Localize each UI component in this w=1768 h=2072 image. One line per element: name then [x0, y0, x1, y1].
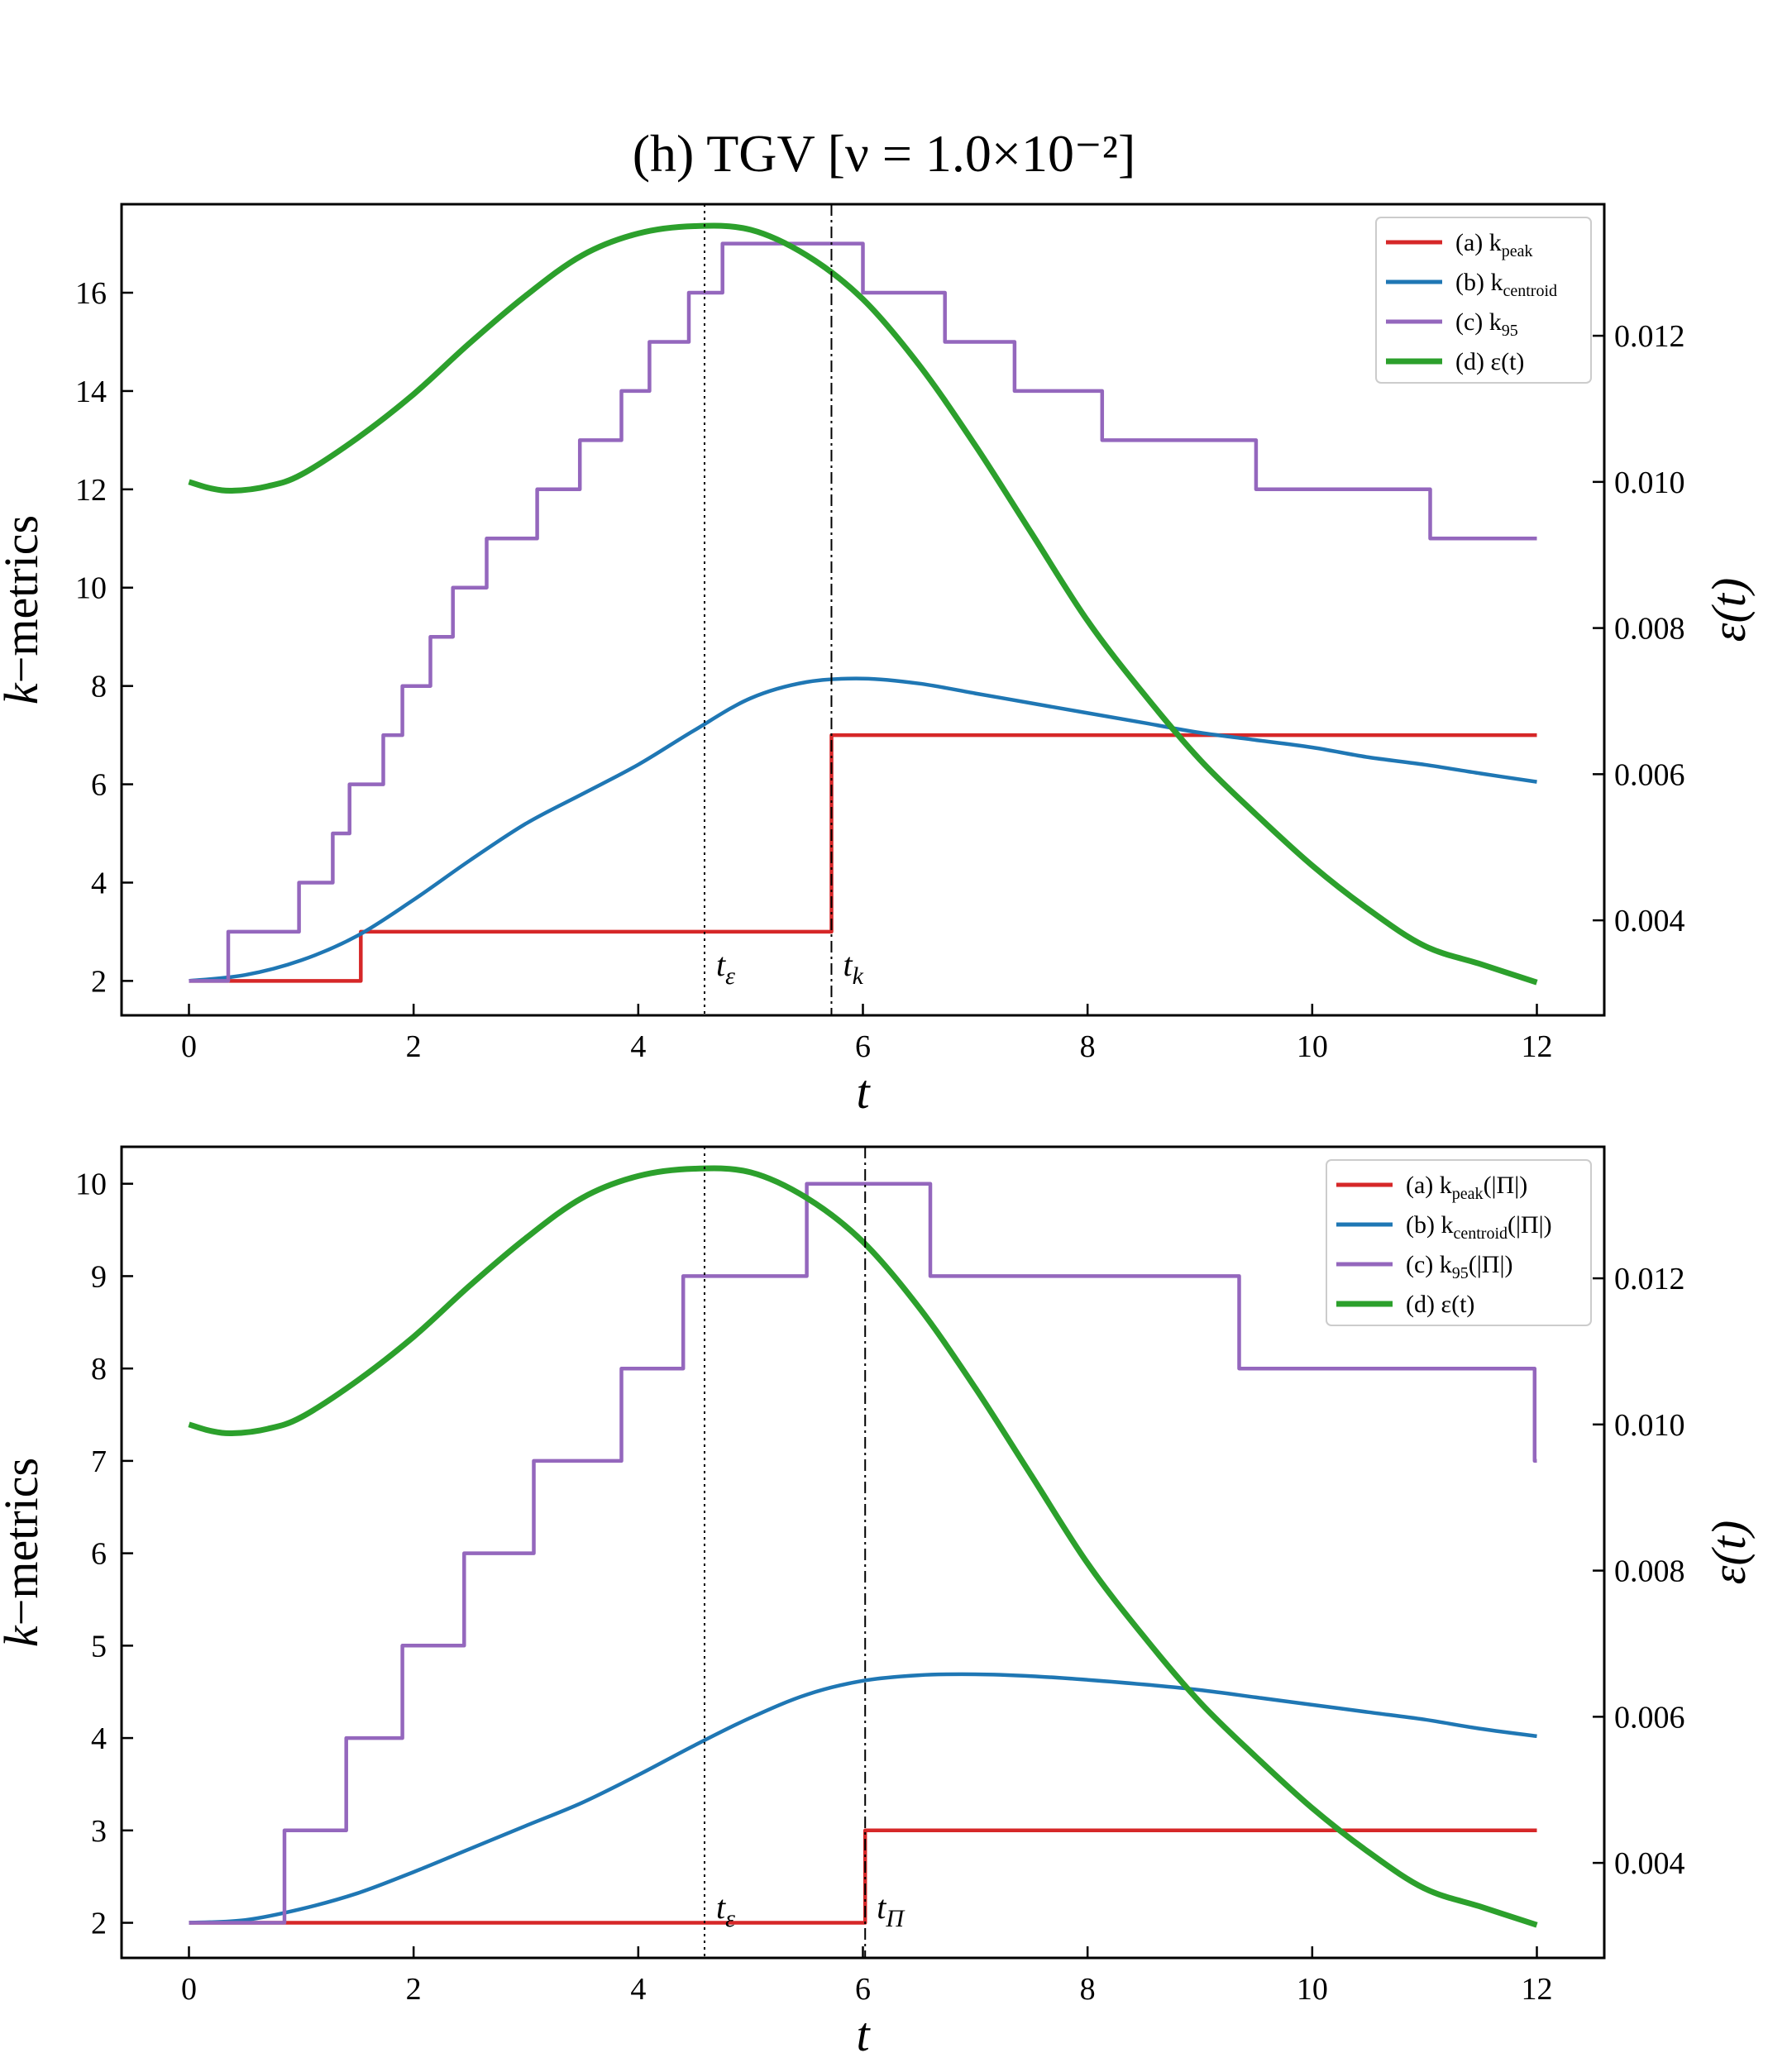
series-line-k95 — [189, 1182, 1537, 1925]
x-tick-label-1: 2 — [406, 1029, 422, 1064]
legend-label-centroid: (b) kcentroid(|Π|) — [1406, 1211, 1552, 1243]
x-tick-label-3: 6 — [855, 1972, 871, 2007]
x-tick-label-5: 10 — [1297, 1029, 1328, 1064]
y-tick-label-1: 3 — [91, 1814, 107, 1849]
y2-tick-label-0: 0.004 — [1614, 904, 1685, 938]
legend-label-peak: (a) kpeak — [1455, 229, 1533, 260]
marker-label-0: tε — [716, 1888, 735, 1932]
y2-tick-label-0: 0.004 — [1614, 1846, 1685, 1881]
x-tick-label-0: 0 — [181, 1029, 197, 1064]
y2-axis-label: ε(t) — [1702, 578, 1756, 642]
x-tick-label-6: 12 — [1522, 1972, 1553, 2007]
x-axis-label: t — [856, 1065, 871, 1119]
x-tick-label-4: 8 — [1080, 1029, 1096, 1064]
marker-label-0: tε — [716, 946, 735, 990]
y-tick-label-2: 6 — [91, 768, 107, 803]
series-group — [188, 1165, 1538, 1928]
y-tick-label-4: 10 — [75, 571, 107, 606]
x-tick-label-4: 8 — [1080, 1972, 1096, 2007]
y2-tick-label-1: 0.006 — [1614, 1700, 1685, 1735]
y2-tick-label-1: 0.006 — [1614, 757, 1685, 792]
y2-tick-label-3: 0.010 — [1614, 1408, 1685, 1443]
legend-label-eps: (d) ε(t) — [1406, 1291, 1474, 1318]
y-tick-label-5: 7 — [91, 1444, 107, 1479]
y2-tick-label-4: 0.012 — [1614, 319, 1685, 354]
y-tick-label-6: 8 — [91, 1352, 107, 1387]
x-tick-label-5: 10 — [1297, 1972, 1328, 2007]
y2-tick-label-4: 0.012 — [1614, 1262, 1685, 1296]
x-axis-label: t — [856, 2008, 871, 2061]
y2-tick-label-3: 0.010 — [1614, 465, 1685, 500]
y-tick-label-3: 5 — [91, 1629, 107, 1664]
legend: (a) kpeak (b) kcentroid (c) k95 (d) ε(t) — [1375, 217, 1592, 384]
x-tick-label-1: 2 — [406, 1972, 422, 2007]
panel-bottom: tε tΠ 0 2 4 6 8 10 12 2 3 4 5 6 7 8 9 10 0.004 0.006 0.008 0.… — [0, 1145, 1756, 2061]
y2-tick-label-2: 0.008 — [1614, 1554, 1685, 1589]
series-line-peak — [189, 1828, 1537, 1925]
series-line-eps — [188, 1165, 1538, 1928]
y-tick-label-8: 10 — [75, 1167, 107, 1202]
series-group — [188, 222, 1538, 986]
x-tick-label-2: 4 — [630, 1029, 646, 1064]
y-tick-label-0: 2 — [91, 964, 107, 999]
marker-label-1: tk — [843, 946, 863, 990]
legend-label-centroid: (b) kcentroid — [1455, 269, 1557, 300]
y-axis-label: k−metrics — [0, 1458, 48, 1647]
x-tick-label-2: 4 — [630, 1972, 646, 2007]
figure-title: (h) TGV [ν = 1.0×10⁻²] — [633, 124, 1136, 183]
series-line-peak — [189, 733, 1537, 983]
y-axis-label: k−metrics — [0, 515, 48, 704]
series-line-centroid — [189, 1672, 1537, 1925]
y-tick-label-0: 2 — [91, 1907, 107, 1941]
legend-label-peak: (a) kpeak(|Π|) — [1406, 1172, 1527, 1203]
series-line-eps — [188, 222, 1538, 986]
x-tick-label-3: 6 — [855, 1029, 871, 1064]
legend-label-k95: (c) k95 — [1455, 308, 1518, 340]
y2-tick-label-2: 0.008 — [1614, 612, 1685, 647]
series-line-centroid — [189, 676, 1537, 983]
x-tick-label-6: 12 — [1522, 1029, 1553, 1064]
x-tick-label-0: 0 — [181, 1972, 197, 2007]
series-line-k95 — [189, 241, 1537, 983]
y-tick-label-4: 6 — [91, 1537, 107, 1572]
y-tick-label-7: 9 — [91, 1259, 107, 1294]
panel-top: tε tk 0 2 4 6 8 10 12 2 4 6 8 10 12 14 16 0.004 0.006 0.008… — [0, 203, 1756, 1119]
y-tick-label-5: 12 — [75, 473, 107, 508]
y-tick-label-2: 4 — [91, 1721, 107, 1756]
y-tick-label-6: 14 — [75, 375, 107, 409]
legend-box — [1326, 1159, 1592, 1326]
y2-axis-label: ε(t) — [1702, 1521, 1756, 1585]
marker-label-1: tΠ — [877, 1888, 906, 1932]
legend-box — [1375, 217, 1592, 384]
y-tick-label-1: 4 — [91, 866, 107, 900]
y-tick-label-3: 8 — [91, 670, 107, 704]
y-tick-label-7: 16 — [75, 276, 107, 311]
legend-label-eps: (d) ε(t) — [1455, 348, 1524, 375]
legend: (a) kpeak(|Π|) (b) kcentroid(|Π|) (c) k95(… — [1326, 1159, 1592, 1326]
legend-label-k95: (c) k95(|Π|) — [1406, 1251, 1512, 1282]
